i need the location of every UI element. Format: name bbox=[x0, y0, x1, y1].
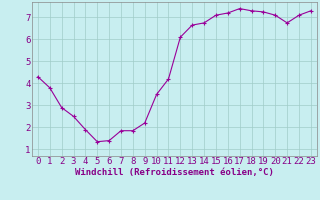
X-axis label: Windchill (Refroidissement éolien,°C): Windchill (Refroidissement éolien,°C) bbox=[75, 168, 274, 177]
